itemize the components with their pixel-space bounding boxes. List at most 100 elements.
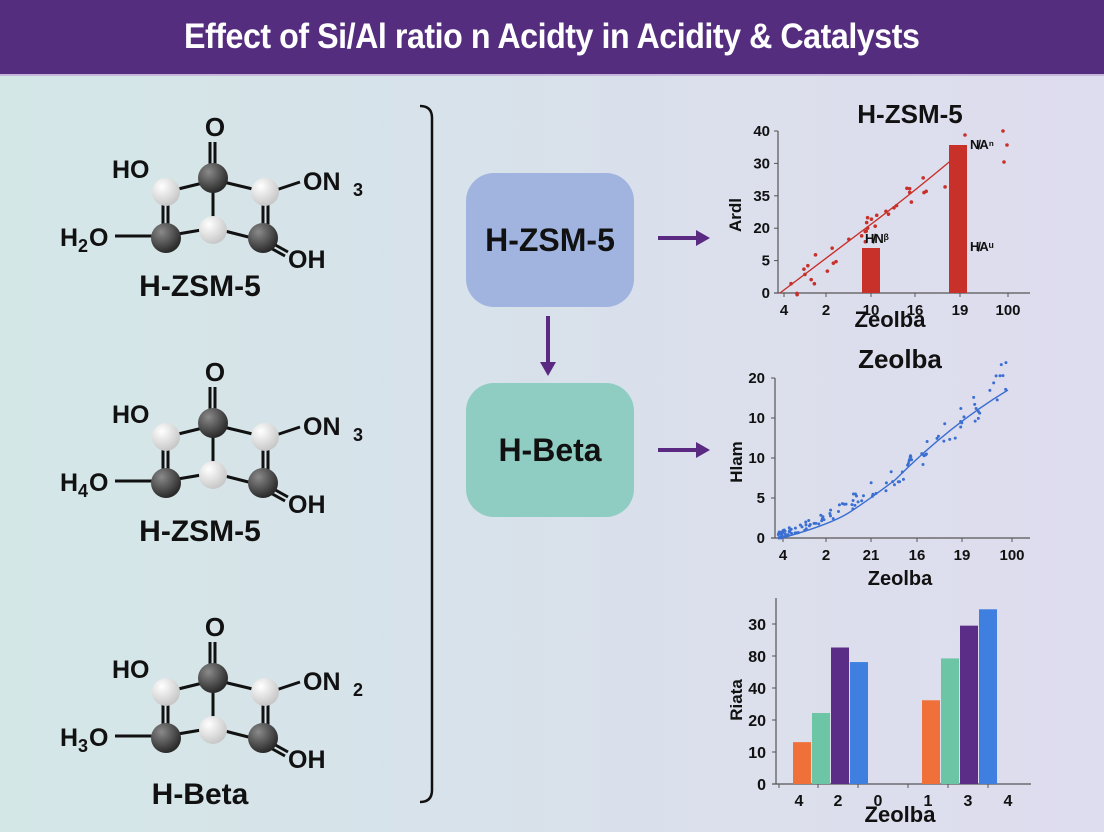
group-label-lower-right: OH	[288, 746, 326, 774]
group-label-left-tail: O	[89, 224, 108, 252]
bar-annotation: H̸Nᵝ	[865, 231, 889, 246]
page-title: Effect of Si/Al ratio n Acidty in Acidit…	[184, 17, 920, 56]
flow-box-h-zsm-5[interactable]: H-ZSM-5	[466, 173, 634, 307]
molecule-name: H-ZSM-5	[139, 270, 261, 303]
tick-label: 19	[952, 302, 969, 319]
bar	[793, 742, 811, 784]
flow-box-h-beta[interactable]: H-Beta	[466, 383, 634, 517]
tick-label: 16	[907, 302, 924, 319]
group-label-left: H	[60, 224, 78, 252]
tick-label: 21	[863, 547, 880, 564]
tick-label: 19	[954, 547, 971, 564]
tick-label: 40	[748, 681, 766, 698]
tick-label: 5	[762, 253, 770, 270]
molecule-structure: O HO ON 2 H 3 O OH H-Beta	[60, 600, 400, 830]
x-axis-label: Zeolba	[854, 307, 926, 332]
tick-label: 0	[762, 285, 770, 302]
tick-label: 30	[748, 617, 766, 634]
bar	[812, 713, 830, 784]
atom-label-top: O	[205, 112, 225, 142]
right-arrow-icon	[658, 442, 710, 458]
tick-label: 20	[748, 713, 766, 730]
group-label-left-subscript: 3	[78, 736, 88, 756]
tick-label: 10	[863, 302, 880, 319]
tick-label: 0	[874, 793, 883, 810]
group-label-right-subscript: 2	[353, 680, 363, 700]
bar-annotation: H̸Aᵘ	[970, 239, 994, 254]
group-label-left: H	[60, 724, 78, 752]
molecule-structure: O HO ON 3 H 4 O OH H-ZSM-5	[60, 345, 400, 575]
tick-label: 3	[964, 793, 973, 810]
chart-title: Zeolba	[858, 344, 942, 374]
bracket-divider	[419, 104, 434, 804]
chart-plot-area: 0 5 20 35 30 40 4 2 10 16 19 100 H̸Nᵝ N̸Aⁿ H̸Aᵘ	[753, 123, 1030, 319]
tick-label: 2	[834, 793, 843, 810]
right-arrow-icon	[658, 230, 710, 246]
tick-label: 10	[748, 450, 765, 467]
x-axis-label: Zeolba	[867, 568, 933, 590]
chart-zeolba-scatter: Zeolba Hlam 0 5 10 10 20 4 2 21 16 19 100 Zeolba	[720, 340, 1040, 600]
ball-and-stick-model: OHO ON 3H 2 OOH	[60, 112, 363, 274]
group-label-hydroxyl: HO	[112, 401, 150, 429]
tick-label: 5	[757, 490, 765, 507]
chart-plot-area: 0 5 10 10 20 4 2 21 16 19 100	[748, 361, 1030, 564]
tick-label: 30	[753, 155, 770, 172]
down-arrow-icon	[540, 316, 556, 376]
group-label-right: ON	[303, 168, 341, 196]
group-label-right: ON	[303, 668, 341, 696]
tick-label: 0	[757, 777, 766, 794]
tick-label: 0	[757, 530, 765, 547]
tick-label: 16	[909, 547, 926, 564]
group-label-hydroxyl: HO	[112, 656, 150, 684]
atom-label-top: O	[205, 357, 225, 387]
tick-label: 4	[795, 793, 804, 810]
bar	[941, 658, 959, 784]
tick-label: 4	[779, 547, 788, 564]
atom-label-top: O	[205, 612, 225, 642]
bar	[949, 145, 967, 293]
group-label-left: H	[60, 469, 78, 497]
flow-box-label: H-Beta	[498, 431, 602, 468]
bar	[862, 248, 880, 293]
bar-annotation: N̸Aⁿ	[970, 137, 994, 152]
tick-label: 20	[753, 220, 770, 237]
chart-title: H-ZSM-5	[857, 99, 963, 129]
group-label-right: ON	[303, 413, 341, 441]
x-axis-label: Zeolba	[864, 802, 936, 827]
group-label-lower-right: OH	[288, 246, 326, 274]
bar	[979, 609, 997, 784]
flow-box-label: H-ZSM-5	[485, 221, 615, 258]
tick-label: 20	[748, 370, 765, 387]
group-label-left-subscript: 4	[78, 481, 88, 501]
group-label-hydroxyl: HO	[112, 156, 150, 184]
group-label-right-subscript: 3	[353, 180, 363, 200]
tick-label: 4	[1004, 793, 1013, 810]
bar	[850, 662, 868, 784]
ball-and-stick-model: OHO ON 3H 4 OOH	[60, 357, 363, 519]
bar	[922, 700, 940, 784]
molecule-structure: O HO ON 3 H 2 O OH H-ZSM-5	[60, 100, 400, 330]
tick-label: 10	[748, 745, 766, 762]
tick-label: 1	[924, 793, 933, 810]
chart-zeolba-bars: Riata 0 10 20 40 80 30 4 2 0 1 3 4 Zeolba	[720, 590, 1040, 832]
ball-and-stick-model: OHO ON 2H 3 OOH	[60, 612, 363, 774]
tick-label: 100	[995, 302, 1020, 319]
group-label-lower-right: OH	[288, 491, 326, 519]
group-label-left-tail: O	[89, 724, 108, 752]
tick-label: 4	[780, 302, 789, 319]
chart-h-zsm-5: H-ZSM-5 Ardl 0 5 20 35 30 40 4 2 10 16 19 100 H̸Nᵝ N̸…	[720, 95, 1040, 345]
tick-label: 2	[822, 547, 830, 564]
bar	[831, 647, 849, 784]
tick-label: 2	[822, 302, 830, 319]
tick-label: 80	[748, 649, 766, 666]
group-label-right-subscript: 3	[353, 425, 363, 445]
tick-label: 35	[753, 188, 770, 205]
title-bar: Effect of Si/Al ratio n Acidty in Acidit…	[0, 0, 1104, 76]
tick-label: 40	[753, 123, 770, 140]
group-label-left-subscript: 2	[78, 236, 88, 256]
tick-label: 10	[748, 410, 765, 427]
group-label-left-tail: O	[89, 469, 108, 497]
tick-label: 100	[999, 547, 1024, 564]
molecule-name: H-Beta	[151, 778, 249, 811]
